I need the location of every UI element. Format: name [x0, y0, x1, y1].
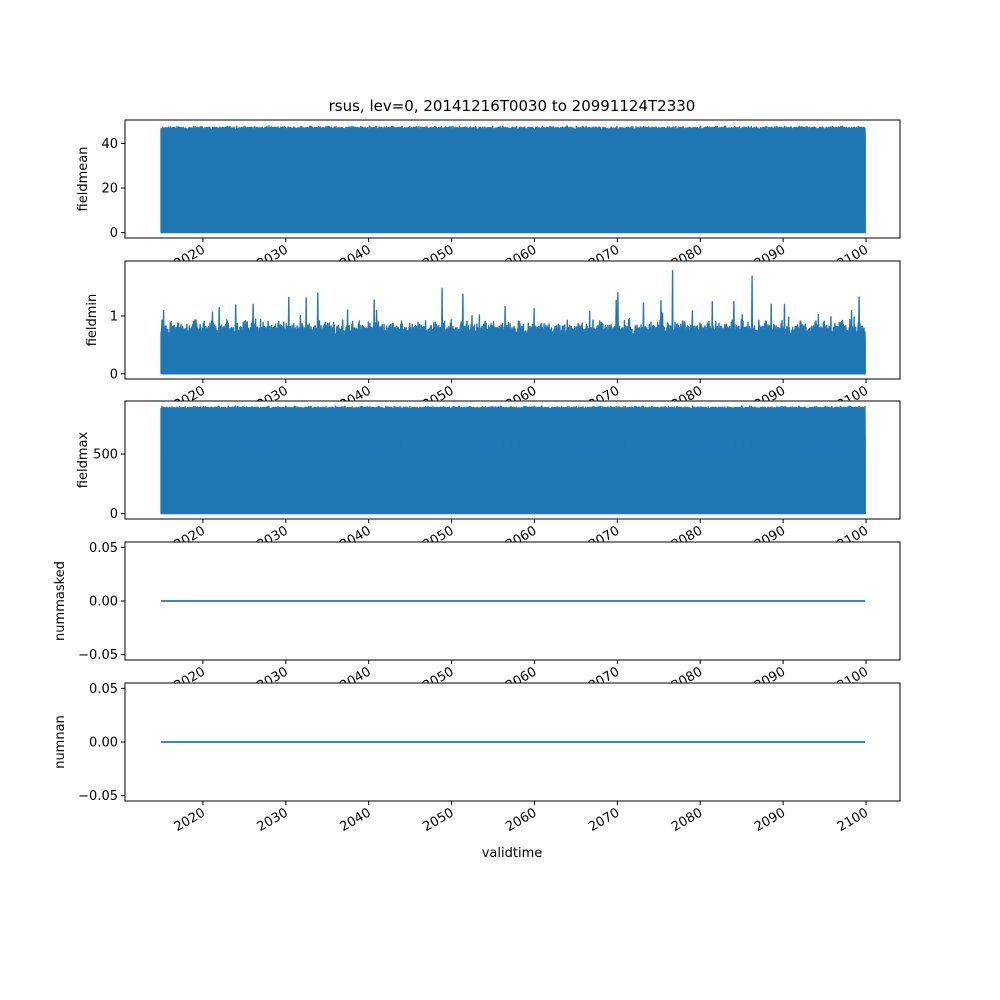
x-tick-label: 2040 — [338, 664, 374, 694]
y-tick-label: −0.05 — [78, 789, 118, 804]
x-tick-label: 2090 — [752, 664, 788, 694]
x-tick-label: 2080 — [669, 805, 705, 835]
x-tick-label: 2030 — [255, 664, 291, 694]
x-tick-label: 2100 — [835, 805, 871, 835]
x-tick-label: 2080 — [669, 523, 705, 553]
x-tick-label: 2070 — [586, 523, 622, 553]
axes-frame — [124, 119, 901, 239]
y-axis-label: fieldmin — [85, 294, 100, 347]
y-tick-label: 0 — [110, 226, 118, 241]
x-tick-label: 2080 — [669, 242, 705, 272]
x-axis-label: validtime — [482, 846, 543, 861]
y-tick-label: 0 — [110, 367, 118, 382]
y-tick-label: 20 — [101, 182, 118, 197]
x-tick-label: 2070 — [586, 805, 622, 835]
x-tick-label: 2100 — [835, 664, 871, 694]
y-axis-label: nummasked — [53, 561, 68, 641]
x-tick-label: 2060 — [503, 523, 539, 553]
y-tick-label: −0.05 — [78, 648, 118, 663]
x-tick-label: 2060 — [503, 664, 539, 694]
x-tick-label: 2030 — [255, 242, 291, 272]
x-tick-label: 2040 — [338, 805, 374, 835]
x-tick-label: 2090 — [752, 242, 788, 272]
x-tick-label: 2020 — [172, 523, 208, 553]
x-tick-labels: 2020 2030 2040 2050 2060 2070 2080 2090 2100 — [172, 805, 871, 835]
x-tick-label: 2060 — [503, 242, 539, 272]
x-tick-label: 2100 — [835, 523, 871, 553]
x-tick-label: 2090 — [752, 523, 788, 553]
y-tick-label: 0 — [110, 507, 118, 522]
x-tick-label: 2050 — [420, 523, 456, 553]
series-fieldmax — [160, 405, 866, 515]
y-tick-label: 0.05 — [89, 682, 118, 697]
x-tick-labels: 2020 2030 2040 2050 2060 2070 2080 2090 2100 — [172, 523, 871, 553]
x-tick-label: 2050 — [420, 664, 456, 694]
y-tick-label: 1 — [110, 309, 118, 324]
x-tick-labels: 2020 2030 2040 2050 2060 2070 2080 2090 2100 — [172, 242, 871, 272]
y-axis-label: numnan — [53, 715, 68, 769]
y-axis-label: fieldmax — [76, 432, 91, 489]
y-tick-label: 40 — [101, 137, 118, 152]
y-tick-label: 0.00 — [89, 736, 118, 751]
y-axis-label: fieldmean — [76, 147, 91, 212]
series-fieldmin — [160, 270, 866, 375]
x-tick-label: 2020 — [172, 242, 208, 272]
series-fieldmean — [160, 125, 866, 234]
x-tick-label: 2050 — [420, 805, 456, 835]
y-tick-label: 500 — [93, 448, 118, 463]
axes-frame — [124, 260, 901, 380]
x-tick-label: 2050 — [420, 242, 456, 272]
x-tick-label: 2060 — [503, 805, 539, 835]
x-tick-label: 2040 — [338, 523, 374, 553]
chart-title: rsus, lev=0, 20141216T0030 to 20991124T2… — [329, 97, 696, 115]
y-tick-label: 0.05 — [89, 541, 118, 556]
x-tick-label: 2030 — [255, 805, 291, 835]
x-tick-label: 2020 — [172, 805, 208, 835]
axes-frame — [124, 400, 901, 520]
x-tick-label: 2070 — [586, 664, 622, 694]
x-tick-label: 2090 — [752, 805, 788, 835]
y-tick-label: 0.00 — [89, 595, 118, 610]
x-tick-label: 2020 — [172, 664, 208, 694]
x-tick-label: 2040 — [338, 242, 374, 272]
x-tick-label: 2030 — [255, 523, 291, 553]
x-tick-label: 2100 — [835, 242, 871, 272]
x-tick-label: 2070 — [586, 242, 622, 272]
x-tick-label: 2080 — [669, 664, 705, 694]
x-tick-labels: 2020 2030 2040 2050 2060 2070 2080 2090 2100 — [172, 664, 871, 694]
